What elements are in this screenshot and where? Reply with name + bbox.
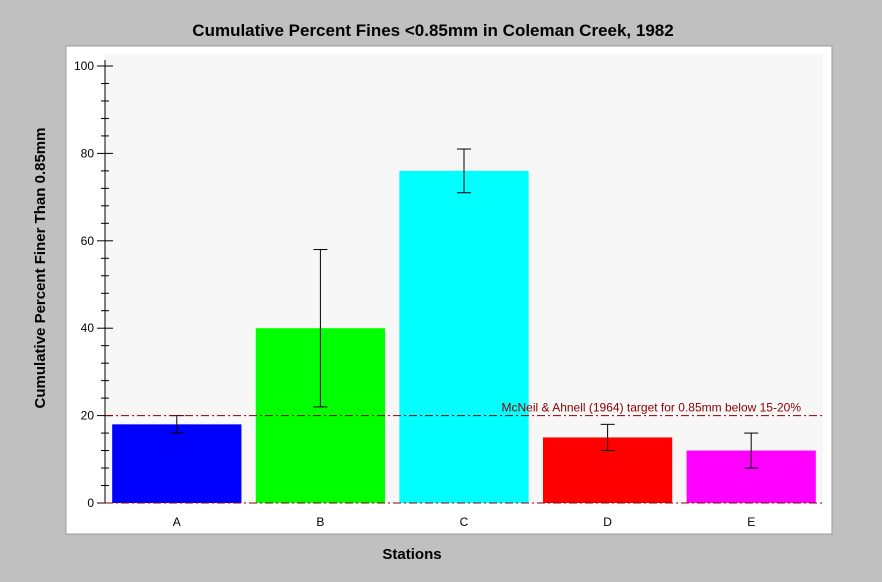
y-tick-label: 60 xyxy=(81,234,95,248)
y-tick-label: 100 xyxy=(74,59,94,73)
y-tick-label: 80 xyxy=(81,146,95,160)
y-tick-label: 20 xyxy=(81,409,95,423)
x-tick-label: A xyxy=(173,515,181,529)
reference-line-label: McNeil & Ahnell (1964) target for 0.85mm… xyxy=(502,401,802,415)
y-tick-label: 0 xyxy=(87,496,94,510)
bar-A xyxy=(112,424,242,503)
x-tick-label: C xyxy=(460,515,469,529)
y-axis-label: Cumulative Percent Finer Than 0.85mm xyxy=(32,128,49,409)
x-tick-label: B xyxy=(316,515,324,529)
x-tick-label: E xyxy=(747,515,755,529)
chart-title: Cumulative Percent Fines <0.85mm in Cole… xyxy=(192,21,673,40)
x-ticks-group: A B C D E xyxy=(173,515,755,529)
x-axis-label: Stations xyxy=(382,546,441,563)
x-tick-label: D xyxy=(603,515,612,529)
y-tick-label: 40 xyxy=(81,321,95,335)
bar-C xyxy=(399,170,529,503)
error-bars-group xyxy=(169,148,759,469)
